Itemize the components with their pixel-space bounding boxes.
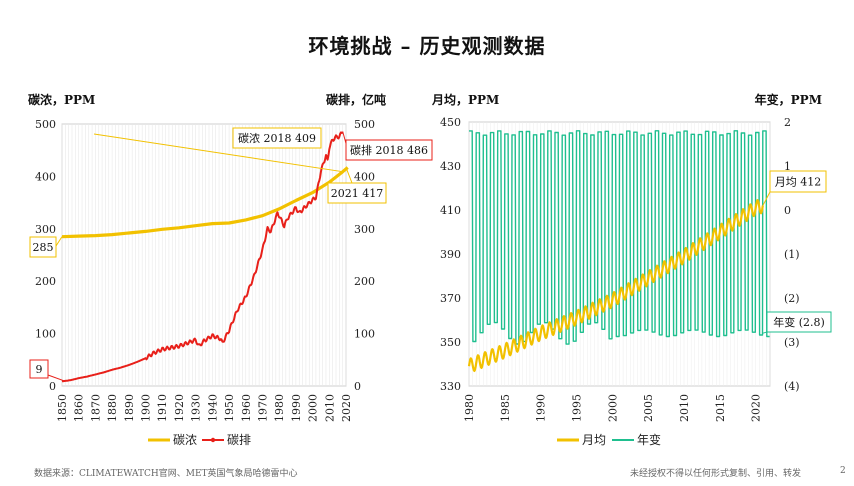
left-ytick-label: 100 <box>35 328 56 341</box>
callout-start-285-label: 285 <box>33 241 54 254</box>
callout-emissions-2018-label: 碳排 2018 486 <box>350 143 428 157</box>
left-y-axis-title: 碳浓，PPM <box>28 92 95 107</box>
right-xtick-label: 1980 <box>463 394 476 422</box>
left-xtick-label: 2020 <box>340 394 353 422</box>
left-xtick-label: 1980 <box>273 394 286 422</box>
left-chart: 碳浓，PPM 碳排，亿吨 0 100 200 300 400 500 0 100 200 300 400… <box>28 92 433 447</box>
right-ytick-label: 370 <box>440 292 461 305</box>
left-y2tick-label: 400 <box>354 170 375 183</box>
series-monthly-line <box>467 199 764 372</box>
legend-emissions-label: 碳排 <box>227 433 251 447</box>
callout-monthly-leader <box>762 191 771 206</box>
callout-concentration-2021-label: 2021 417 <box>331 187 384 200</box>
callout-annual-change-box <box>766 311 832 333</box>
callout-monthly-412-label: 月均 412 <box>775 176 822 189</box>
callout-concentration-2018-box <box>232 127 322 149</box>
callout-9-leader <box>47 374 66 382</box>
left-y2tick-label: 200 <box>354 275 375 288</box>
page-title: 环境挑战 – 历史观测数据 <box>308 34 546 58</box>
right-y2tick-label: 1 <box>784 160 791 173</box>
callout-start-9-label: 9 <box>36 363 43 376</box>
left-xtick-label: 1880 <box>106 394 119 422</box>
left-plot-frame <box>61 123 347 387</box>
callout-monthly-412-box <box>769 170 827 193</box>
footer-page-number: 2 <box>840 466 846 476</box>
right-ytick-label: 330 <box>440 380 461 393</box>
right-y-axis-title: 月均，PPM <box>431 92 499 107</box>
left-xtick-label: 1960 <box>240 394 253 422</box>
callout-annual-change-label: 年变 (2.8) <box>773 315 825 329</box>
callout-conc-2021-leader <box>345 167 353 184</box>
right-chart: 月均，PPM 年变，PPM 330 350 370 390 410 430 450 (4) (3) (… <box>431 92 832 447</box>
callout-emissions-2018-box <box>345 139 433 161</box>
left-xtick-label: 1900 <box>140 394 153 422</box>
callout-285-leader <box>55 236 63 247</box>
right-xtick-label: 1990 <box>535 394 548 422</box>
series-emissions-line <box>61 131 343 383</box>
left-xtick-label: 1870 <box>89 394 102 422</box>
right-xtick-label: 2000 <box>606 394 619 422</box>
left-y2tick-label: 300 <box>354 223 375 236</box>
legend-emissions-marker <box>210 437 216 443</box>
right-y2tick-label: 2 <box>784 116 791 129</box>
left-xtick-label: 1910 <box>156 394 169 422</box>
callout-concentration-leader <box>93 133 343 173</box>
callout-start-285-box <box>29 236 57 258</box>
right-ytick-label: 410 <box>440 204 461 217</box>
legend-monthly-label: 月均 <box>582 433 606 447</box>
right-ytick-label: 450 <box>440 116 461 129</box>
right-xtick-label: 1995 <box>571 394 584 422</box>
footer-notice: 未经授权不得以任何形式复制、引用、转发 <box>630 469 802 479</box>
right-xtick-label: 2005 <box>642 394 655 422</box>
callout-annual-leader <box>762 331 768 334</box>
left-ytick-label: 0 <box>49 380 56 393</box>
left-xtick-label: 1920 <box>173 394 186 422</box>
series-annual-change-line <box>469 130 770 345</box>
legend-annual-change-label: 年变 <box>637 432 661 447</box>
left-y2-axis-title: 碳排，亿吨 <box>326 92 386 107</box>
left-xtick-label: 1970 <box>256 394 269 422</box>
right-y2-axis-title: 年变，PPM <box>755 92 822 107</box>
right-y2tick-label: (4) <box>784 380 800 393</box>
left-ytick-label: 300 <box>35 223 56 236</box>
legend-concentration-label: 碳浓 <box>173 433 197 447</box>
left-ytick-label: 200 <box>35 275 56 288</box>
callout-concentration-2021-box <box>327 182 387 204</box>
right-xtick-label: 2010 <box>678 394 691 422</box>
callout-concentration-2018-label: 碳浓 2018 409 <box>238 131 316 145</box>
right-y2tick-label: (3) <box>784 336 800 349</box>
left-xtick-label: 2010 <box>323 394 336 422</box>
left-xtick-label: 1990 <box>290 394 303 422</box>
series-concentration-line <box>61 166 349 239</box>
right-ytick-label: 350 <box>440 336 461 349</box>
footer-source: 数据来源：CLIMATEWATCH官网、MET英国气象局哈德雷中心 <box>34 469 298 479</box>
left-xtick-label: 1940 <box>206 394 219 422</box>
right-y2tick-label: (2) <box>784 292 800 305</box>
callout-start-9-box <box>29 359 49 379</box>
right-y2tick-label: (1) <box>784 248 800 261</box>
right-ytick-label: 390 <box>440 248 461 261</box>
right-xtick-label: 1985 <box>499 394 512 422</box>
left-xtick-label: 1950 <box>223 394 236 422</box>
right-ytick-label: 430 <box>440 160 461 173</box>
right-xtick-label: 2020 <box>750 394 763 422</box>
left-y2tick-label: 100 <box>354 328 375 341</box>
left-xtick-label: 2000 <box>307 394 320 422</box>
left-y2tick-label: 500 <box>354 118 375 131</box>
left-ytick-label: 500 <box>35 118 56 131</box>
left-y2tick-label: 0 <box>354 380 361 393</box>
left-ytick-label: 400 <box>35 170 56 183</box>
left-xtick-label: 1860 <box>73 394 86 422</box>
left-xtick-label: 1930 <box>190 394 203 422</box>
left-xtick-label: 1890 <box>123 394 136 422</box>
right-xtick-label: 2015 <box>714 394 727 422</box>
left-xtick-label: 1850 <box>56 394 69 422</box>
right-y2tick-label: 0 <box>784 204 791 217</box>
